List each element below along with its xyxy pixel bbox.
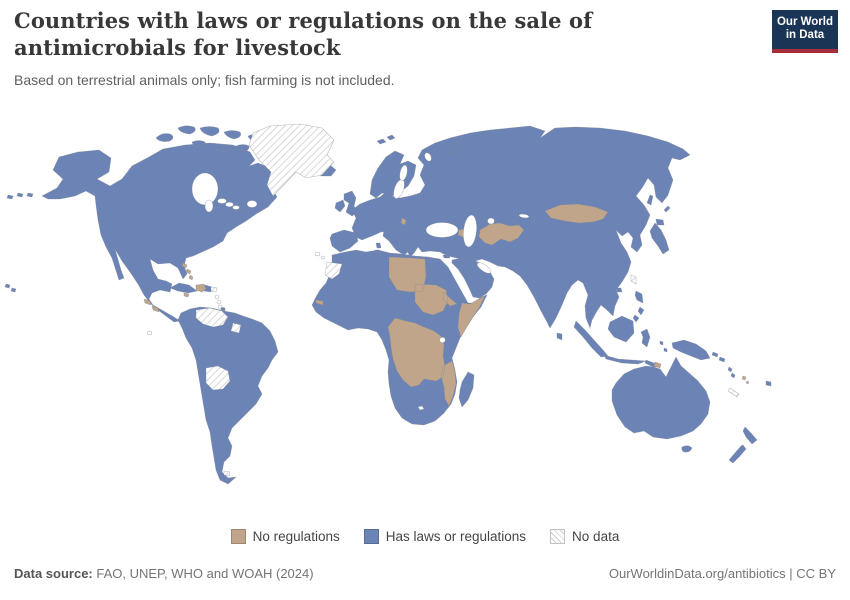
gulf-st-lawrence [246,200,258,208]
outline-islands [146,251,425,411]
landmass-japan [649,218,670,255]
landmass-north-america [41,142,278,323]
gulf-of-bothnia [399,164,408,182]
logo-line1: Our World [776,16,833,28]
region-tan-americas [143,262,207,313]
data-source-value: FAO, UNEP, WHO and WOAH (2024) [92,566,314,581]
region-tan-islands [653,361,750,385]
landmass-australia [611,356,711,453]
map-legend: No regulations Has laws or regulations N… [0,529,850,544]
landmass-scandinavia [369,150,417,199]
persian-gulf [476,262,492,274]
black-sea [425,222,459,238]
legend-swatch-no-data [550,529,566,544]
legend-item-has-laws[interactable]: Has laws or regulations [363,529,527,544]
james-bay [204,199,214,213]
region-no-data [195,123,740,477]
page-title: Countries with laws or regulations on th… [14,8,593,60]
chart-footer: Data source: FAO, UNEP, WHO and WOAH (20… [14,566,836,581]
chart-subtitle: Based on terrestrial animals only; fish … [14,72,395,88]
landmass-iberia [329,229,359,253]
landmass-new-zealand [728,426,758,464]
credit-line[interactable]: OurWorldinData.org/antibiotics | CC BY [608,566,836,581]
legend-swatch-has-laws [363,529,379,544]
landmass-italy [382,227,410,256]
landmass-south-america [177,306,279,485]
aral-sea [487,217,495,225]
legend-label-no-regulations: No regulations [252,529,340,544]
legend-label-has-laws: Has laws or regulations [385,529,527,544]
region-tan-africa [315,256,486,407]
great-lake-3 [232,205,240,210]
inland-seas [191,152,530,344]
lake-victoria [439,336,446,344]
hudson-bay [191,172,219,206]
landmass-madagascar [458,371,475,408]
lake-balkhash [518,213,530,219]
landmass-uk-ireland [334,190,359,217]
region-tan-asia [400,203,609,246]
owid-logo[interactable]: Our World in Data [772,10,838,53]
legend-item-no-regulations[interactable]: No regulations [230,529,340,544]
great-lake-2 [225,201,234,208]
world-map[interactable] [0,100,850,520]
white-sea [424,152,432,162]
data-source: Data source: FAO, UNEP, WHO and WOAH (20… [14,566,314,581]
logo-line2: in Data [785,29,825,41]
landmass-arctic-islands [155,125,260,214]
legend-label-no-data: No data [572,529,620,544]
legend-item-no-data[interactable]: No data [550,529,619,544]
legend-swatch-no-regulations [230,529,246,544]
data-source-label: Data source: [14,566,93,581]
caspian-sea [463,214,477,248]
great-lake-1 [217,198,227,204]
